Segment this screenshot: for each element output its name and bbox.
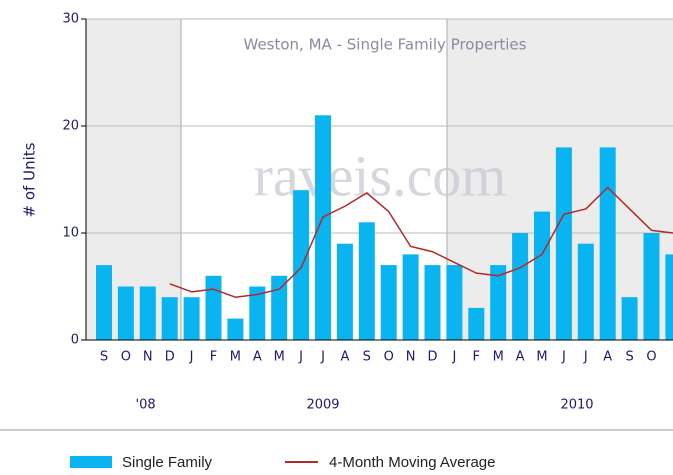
bar [665,254,673,340]
x-tick-label: N [406,350,416,365]
x-tick-label: O [121,350,131,365]
bar [315,115,331,340]
bar [643,233,660,340]
bar [424,265,441,340]
bar [293,190,310,340]
bar [139,286,156,340]
bar [117,286,134,340]
bar [183,297,200,340]
bar [227,318,244,340]
x-tick-label: F [210,350,217,365]
x-tick-label: A [516,350,525,365]
x-tick-label: J [451,350,456,365]
bar [249,286,266,340]
bar [534,211,550,340]
bar [512,233,529,340]
x-tick-label: A [603,350,612,365]
bar [358,222,375,340]
x-tick-label: F [473,350,480,365]
x-tick-label: S [363,350,371,365]
x-tick-label: D [165,350,175,365]
bar [380,265,397,340]
year-label: 2010 [560,398,593,413]
bar [468,307,485,340]
year-label: '08 [136,398,156,413]
x-tick-label: J [561,350,566,365]
bar [336,243,353,340]
y-tick-label: 20 [62,119,79,134]
bar [577,243,594,340]
bar [555,147,572,340]
x-tick-label: O [384,350,394,365]
bar [271,275,288,340]
y-tick-label: 10 [62,226,79,241]
x-tick-label: J [189,350,194,365]
x-tick-label: O [646,350,656,365]
y-tick-label: 0 [71,333,79,348]
x-tick-label: D [427,350,437,365]
bar [599,147,616,340]
x-tick-label: J [320,350,325,365]
bar [446,265,463,340]
x-tick-label: J [583,350,588,365]
x-tick-label: A [253,350,262,365]
x-tick-label: M [536,350,547,365]
bar [205,275,222,340]
x-tick-label: M [230,350,241,365]
y-axis-label: # of Units [21,142,39,217]
chart-title: Weston, MA - Single Family Properties [244,36,527,54]
x-tick-label: S [100,350,108,365]
legend-label: 4-Month Moving Average [329,454,496,471]
x-tick-label: S [625,350,633,365]
x-tick-label: N [143,350,153,365]
y-tick-label: 30 [62,12,79,27]
bar [490,265,507,340]
bar [161,297,178,340]
x-tick-label: A [340,350,349,365]
bar [96,265,112,340]
moving-average-line [169,186,673,298]
bar [621,297,638,340]
legend-swatch [70,456,112,468]
legend-label: Single Family [122,454,213,471]
year-label: 2009 [306,398,339,413]
bar [402,254,419,340]
x-tick-label: J [298,350,303,365]
watermark: raveis.com [254,143,507,208]
x-tick-label: M [493,350,504,365]
x-tick-label: M [274,350,285,365]
